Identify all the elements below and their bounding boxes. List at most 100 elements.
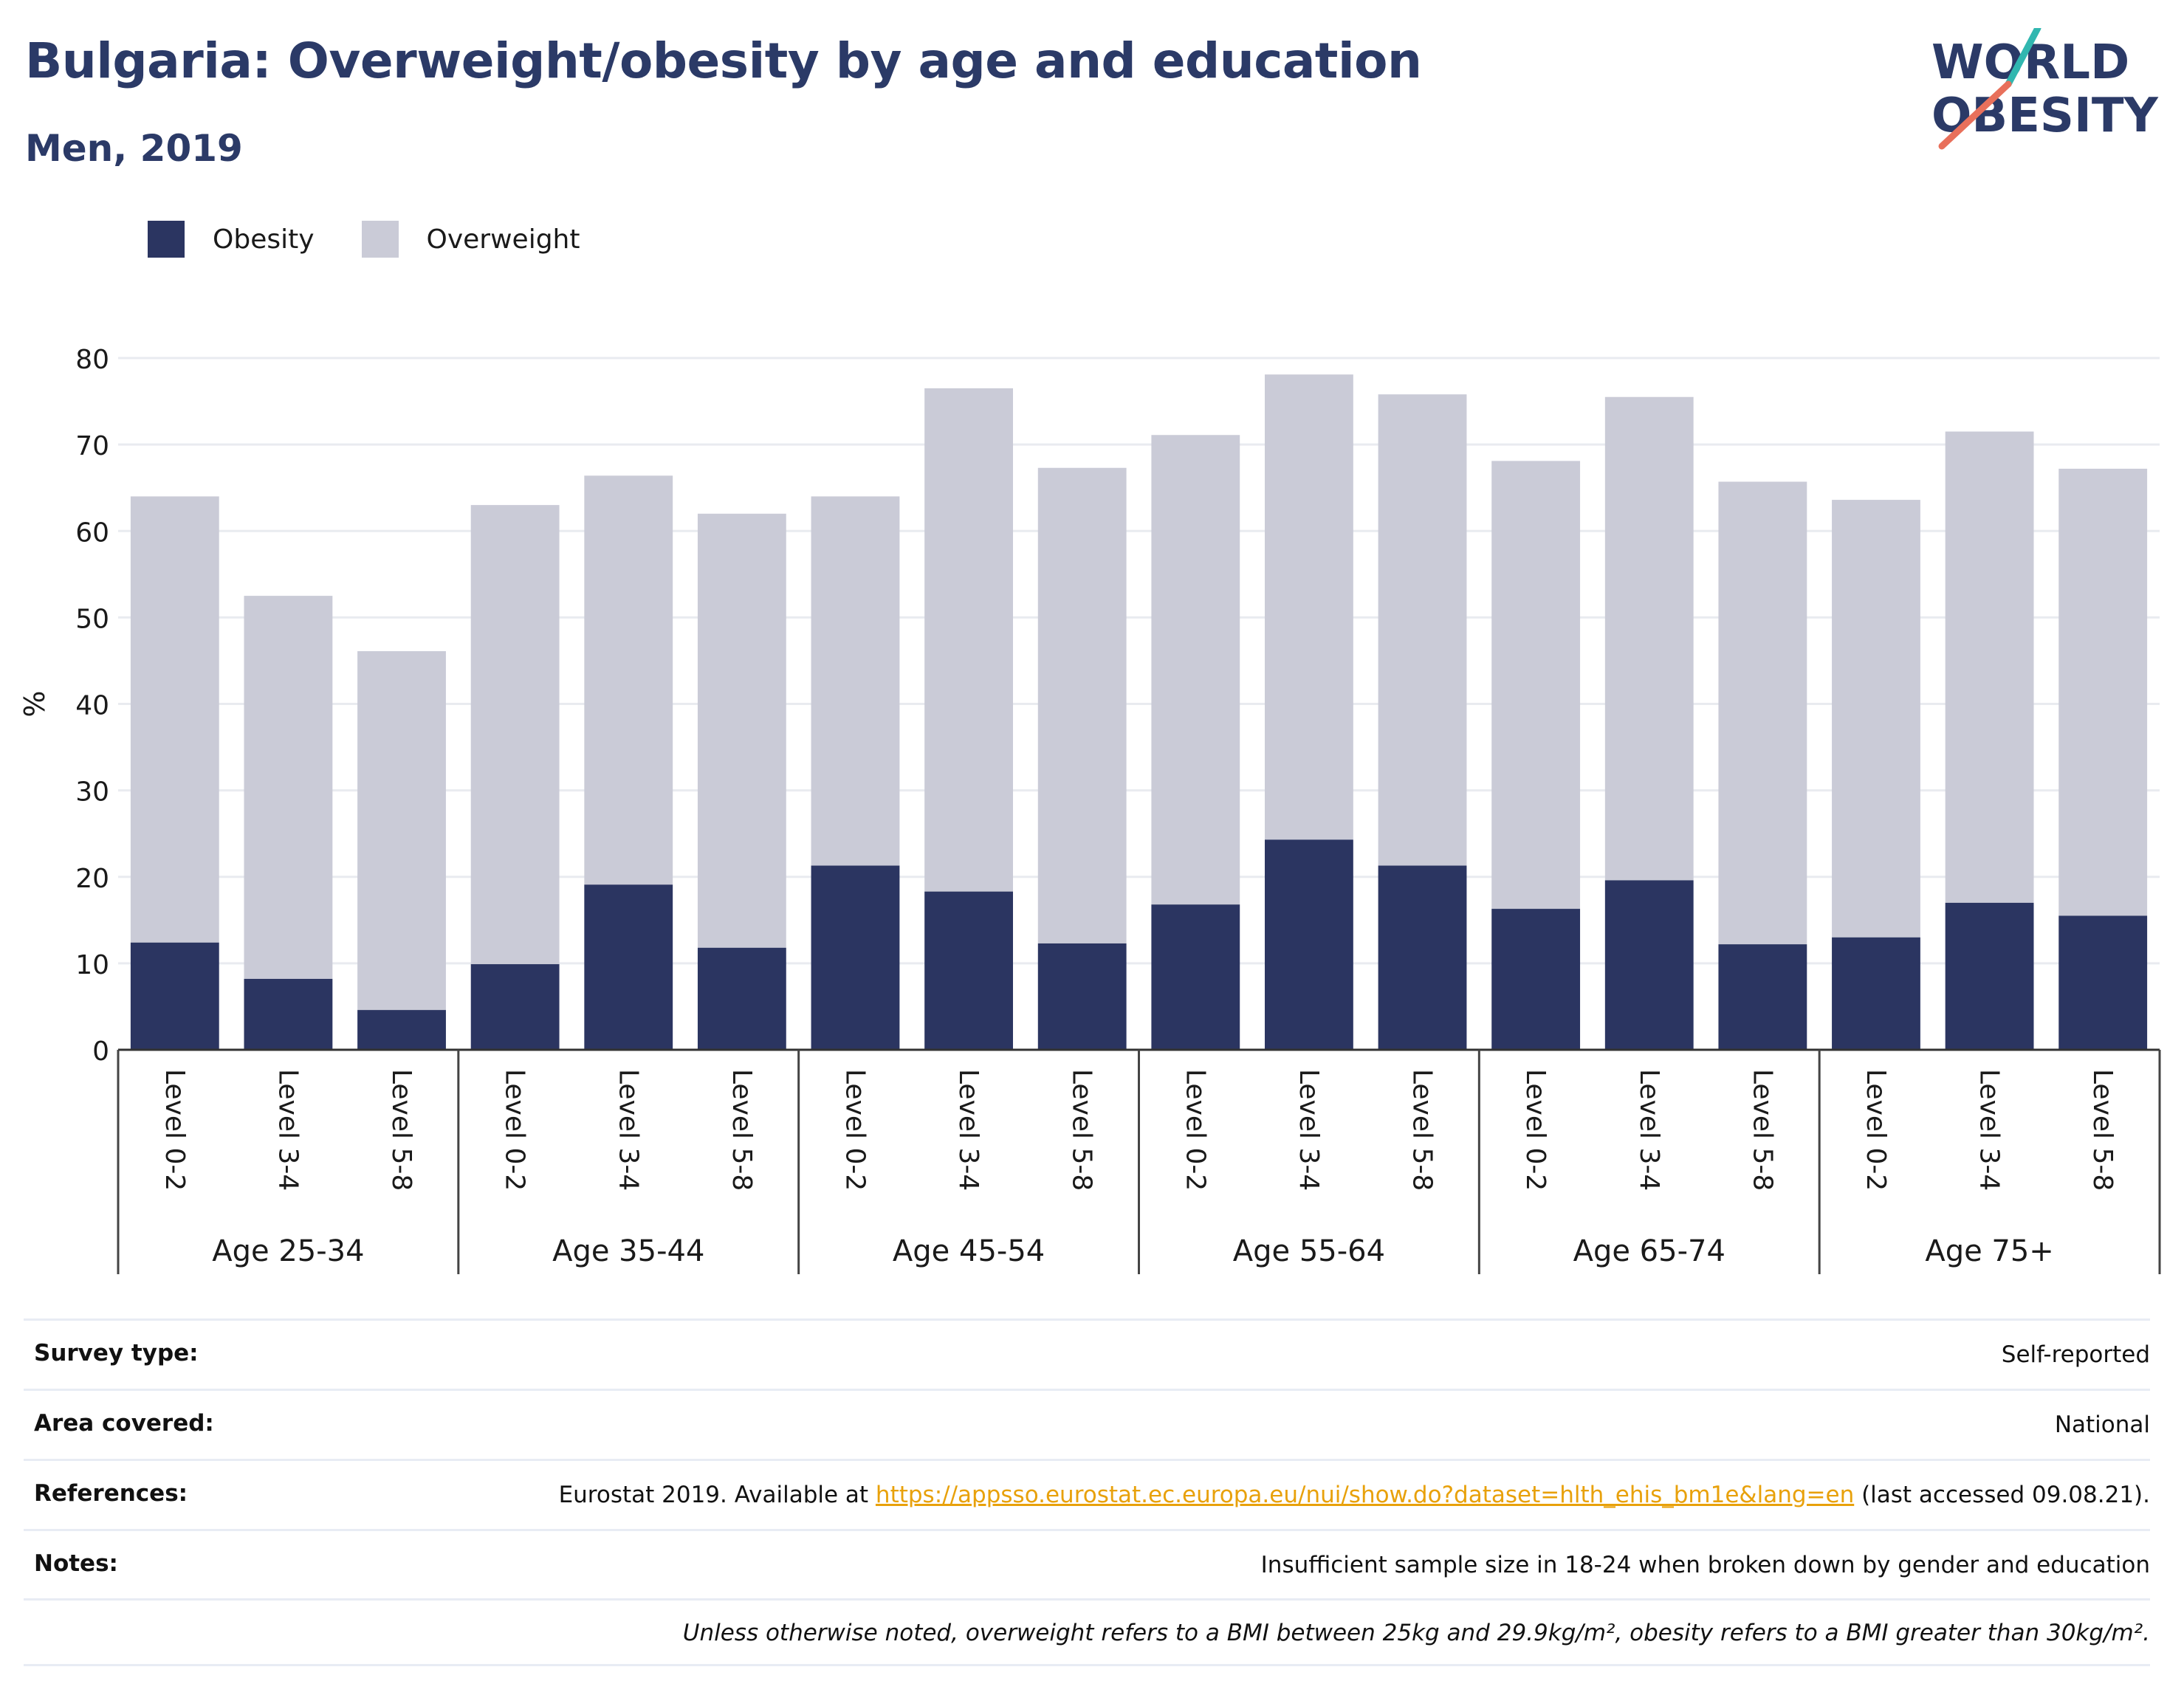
- y-axis-title: %: [18, 690, 51, 717]
- bar-overweight: [584, 475, 673, 885]
- bar-obesity: [130, 942, 219, 1050]
- bar-overweight: [697, 513, 786, 948]
- references-suffix: (last accessed 09.08.21).: [1854, 1481, 2150, 1508]
- legend-item-overweight[interactable]: Overweight: [361, 221, 580, 258]
- logo-teal-slash: [2005, 28, 2042, 88]
- x-category-label: Level 3-4: [953, 1069, 983, 1191]
- x-group-label: Age 25-34: [212, 1234, 364, 1268]
- bar-obesity: [1491, 909, 1581, 1050]
- logo-coral-slash: [1938, 80, 2012, 150]
- bar-overweight: [244, 596, 333, 979]
- y-tick-label: 30: [75, 777, 109, 808]
- x-category-label: Level 5-8: [1407, 1069, 1438, 1191]
- y-tick-label: 20: [75, 864, 109, 894]
- survey-type-label: Survey type:: [34, 1340, 199, 1366]
- bar-overweight: [1037, 467, 1127, 943]
- bar-obesity: [1151, 904, 1240, 1050]
- bar-overweight: [1151, 435, 1240, 905]
- bar-obesity: [1037, 943, 1127, 1050]
- bar-obesity: [1718, 944, 1807, 1050]
- area-label: Area covered:: [34, 1409, 214, 1437]
- bar-obesity: [584, 884, 673, 1050]
- bar-obesity: [924, 891, 1013, 1050]
- chart-title: Bulgaria: Overweight/obesity by age and …: [25, 32, 1422, 89]
- references-prefix: Eurostat 2019. Available at: [558, 1481, 876, 1508]
- x-group-label: Age 45-54: [893, 1234, 1045, 1268]
- bar-overweight: [1265, 374, 1353, 840]
- legend-label-overweight: Overweight: [426, 224, 580, 255]
- metadata-table: Survey type: Self-reported Area covered:…: [24, 1318, 2150, 1667]
- legend-swatch-overweight: [361, 221, 399, 258]
- chart-legend: Obesity Overweight: [148, 219, 627, 260]
- bar-obesity: [1604, 880, 1694, 1050]
- bar-obesity: [2058, 915, 2148, 1050]
- bar-overweight: [357, 651, 446, 1011]
- x-category-label: Level 3-4: [1294, 1069, 1324, 1191]
- x-group-label: Age 65-74: [1573, 1234, 1725, 1268]
- y-tick-label: 50: [75, 604, 109, 634]
- notes-label: Notes:: [34, 1550, 118, 1577]
- references-value: Eurostat 2019. Available at https://apps…: [559, 1480, 2150, 1511]
- x-category-label: Level 0-2: [159, 1069, 190, 1191]
- x-category-label: Level 0-2: [1861, 1069, 1891, 1191]
- meta-row-references: References: Eurostat 2019. Available at …: [24, 1458, 2150, 1529]
- y-tick-label: 60: [75, 518, 109, 548]
- legend-item-obesity[interactable]: Obesity: [148, 221, 315, 258]
- x-category-label: Level 0-2: [1180, 1069, 1210, 1191]
- chart-subtitle: Men, 2019: [25, 127, 243, 170]
- bar-overweight: [2058, 468, 2148, 916]
- x-category-label: Level 5-8: [2087, 1069, 2118, 1191]
- meta-row-notes: Notes: Insufficient sample size in 18-24…: [24, 1528, 2150, 1599]
- bar-obesity: [470, 964, 560, 1050]
- y-tick-label: 40: [75, 691, 109, 721]
- bmi-footnote: Unless otherwise noted, overweight refer…: [682, 1620, 2150, 1647]
- x-category-label: Level 0-2: [1520, 1069, 1551, 1191]
- bar-chart: 0 10 20 30 40 50 60 70 80% Level 0-2 Level 3-4 Leve…: [18, 345, 2161, 1274]
- logo-line-2: OBESITY: [1931, 89, 2158, 143]
- x-group-label: Age 35-44: [552, 1234, 704, 1268]
- x-category-label: Level 5-8: [727, 1069, 757, 1191]
- bar-obesity: [697, 947, 786, 1050]
- area-value: National: [2054, 1411, 2150, 1438]
- bar-overweight: [1832, 500, 1920, 938]
- bar-obesity: [244, 978, 333, 1050]
- bar-overweight: [470, 505, 560, 965]
- bar-obesity: [1265, 839, 1353, 1050]
- y-tick-label: 0: [92, 1036, 109, 1067]
- x-category-label: Level 5-8: [1067, 1069, 1097, 1191]
- bar-overweight: [1378, 394, 1467, 866]
- world-obesity-logo: WORLD OBESITY: [1931, 28, 2158, 150]
- meta-row-footnote: Unless otherwise noted, overweight refer…: [24, 1598, 2150, 1667]
- bar-overweight: [811, 496, 900, 866]
- x-group-label: Age 75+: [1925, 1234, 2054, 1268]
- bar-overweight: [1491, 461, 1581, 910]
- bar-obesity: [811, 865, 900, 1050]
- x-category-label: Level 5-8: [1747, 1069, 1777, 1191]
- y-tick-label: 70: [75, 431, 109, 461]
- meta-row-area: Area covered: National: [24, 1388, 2150, 1459]
- bar-overweight: [924, 388, 1013, 892]
- references-label: References:: [34, 1479, 188, 1507]
- legend-label-obesity: Obesity: [213, 224, 315, 255]
- x-category-label: Level 0-2: [500, 1069, 530, 1191]
- x-group-label: Age 55-64: [1233, 1234, 1385, 1268]
- bar-overweight: [1945, 431, 2034, 903]
- survey-type-value: Self-reported: [2001, 1341, 2150, 1368]
- x-category-label: Level 5-8: [386, 1069, 416, 1191]
- x-category-label: Level 0-2: [839, 1069, 870, 1191]
- references-link[interactable]: https://appsso.eurostat.ec.europa.eu/nui…: [875, 1481, 1855, 1508]
- bar-obesity: [1945, 902, 2034, 1050]
- x-category-label: Level 3-4: [1634, 1069, 1664, 1191]
- x-category-label: Level 3-4: [1974, 1069, 2005, 1191]
- bar-obesity: [357, 1010, 446, 1050]
- bar-overweight: [130, 496, 219, 943]
- bar-obesity: [1378, 865, 1467, 1050]
- meta-row-survey-type: Survey type: Self-reported: [24, 1318, 2150, 1389]
- x-category-label: Level 3-4: [272, 1069, 303, 1191]
- y-tick-label: 80: [75, 345, 109, 375]
- bar-overweight: [1718, 481, 1807, 945]
- legend-swatch-obesity: [148, 221, 185, 258]
- x-category-label: Level 3-4: [613, 1069, 643, 1191]
- bar-obesity: [1832, 937, 1920, 1050]
- notes-value: Insufficient sample size in 18-24 when b…: [1260, 1551, 2150, 1578]
